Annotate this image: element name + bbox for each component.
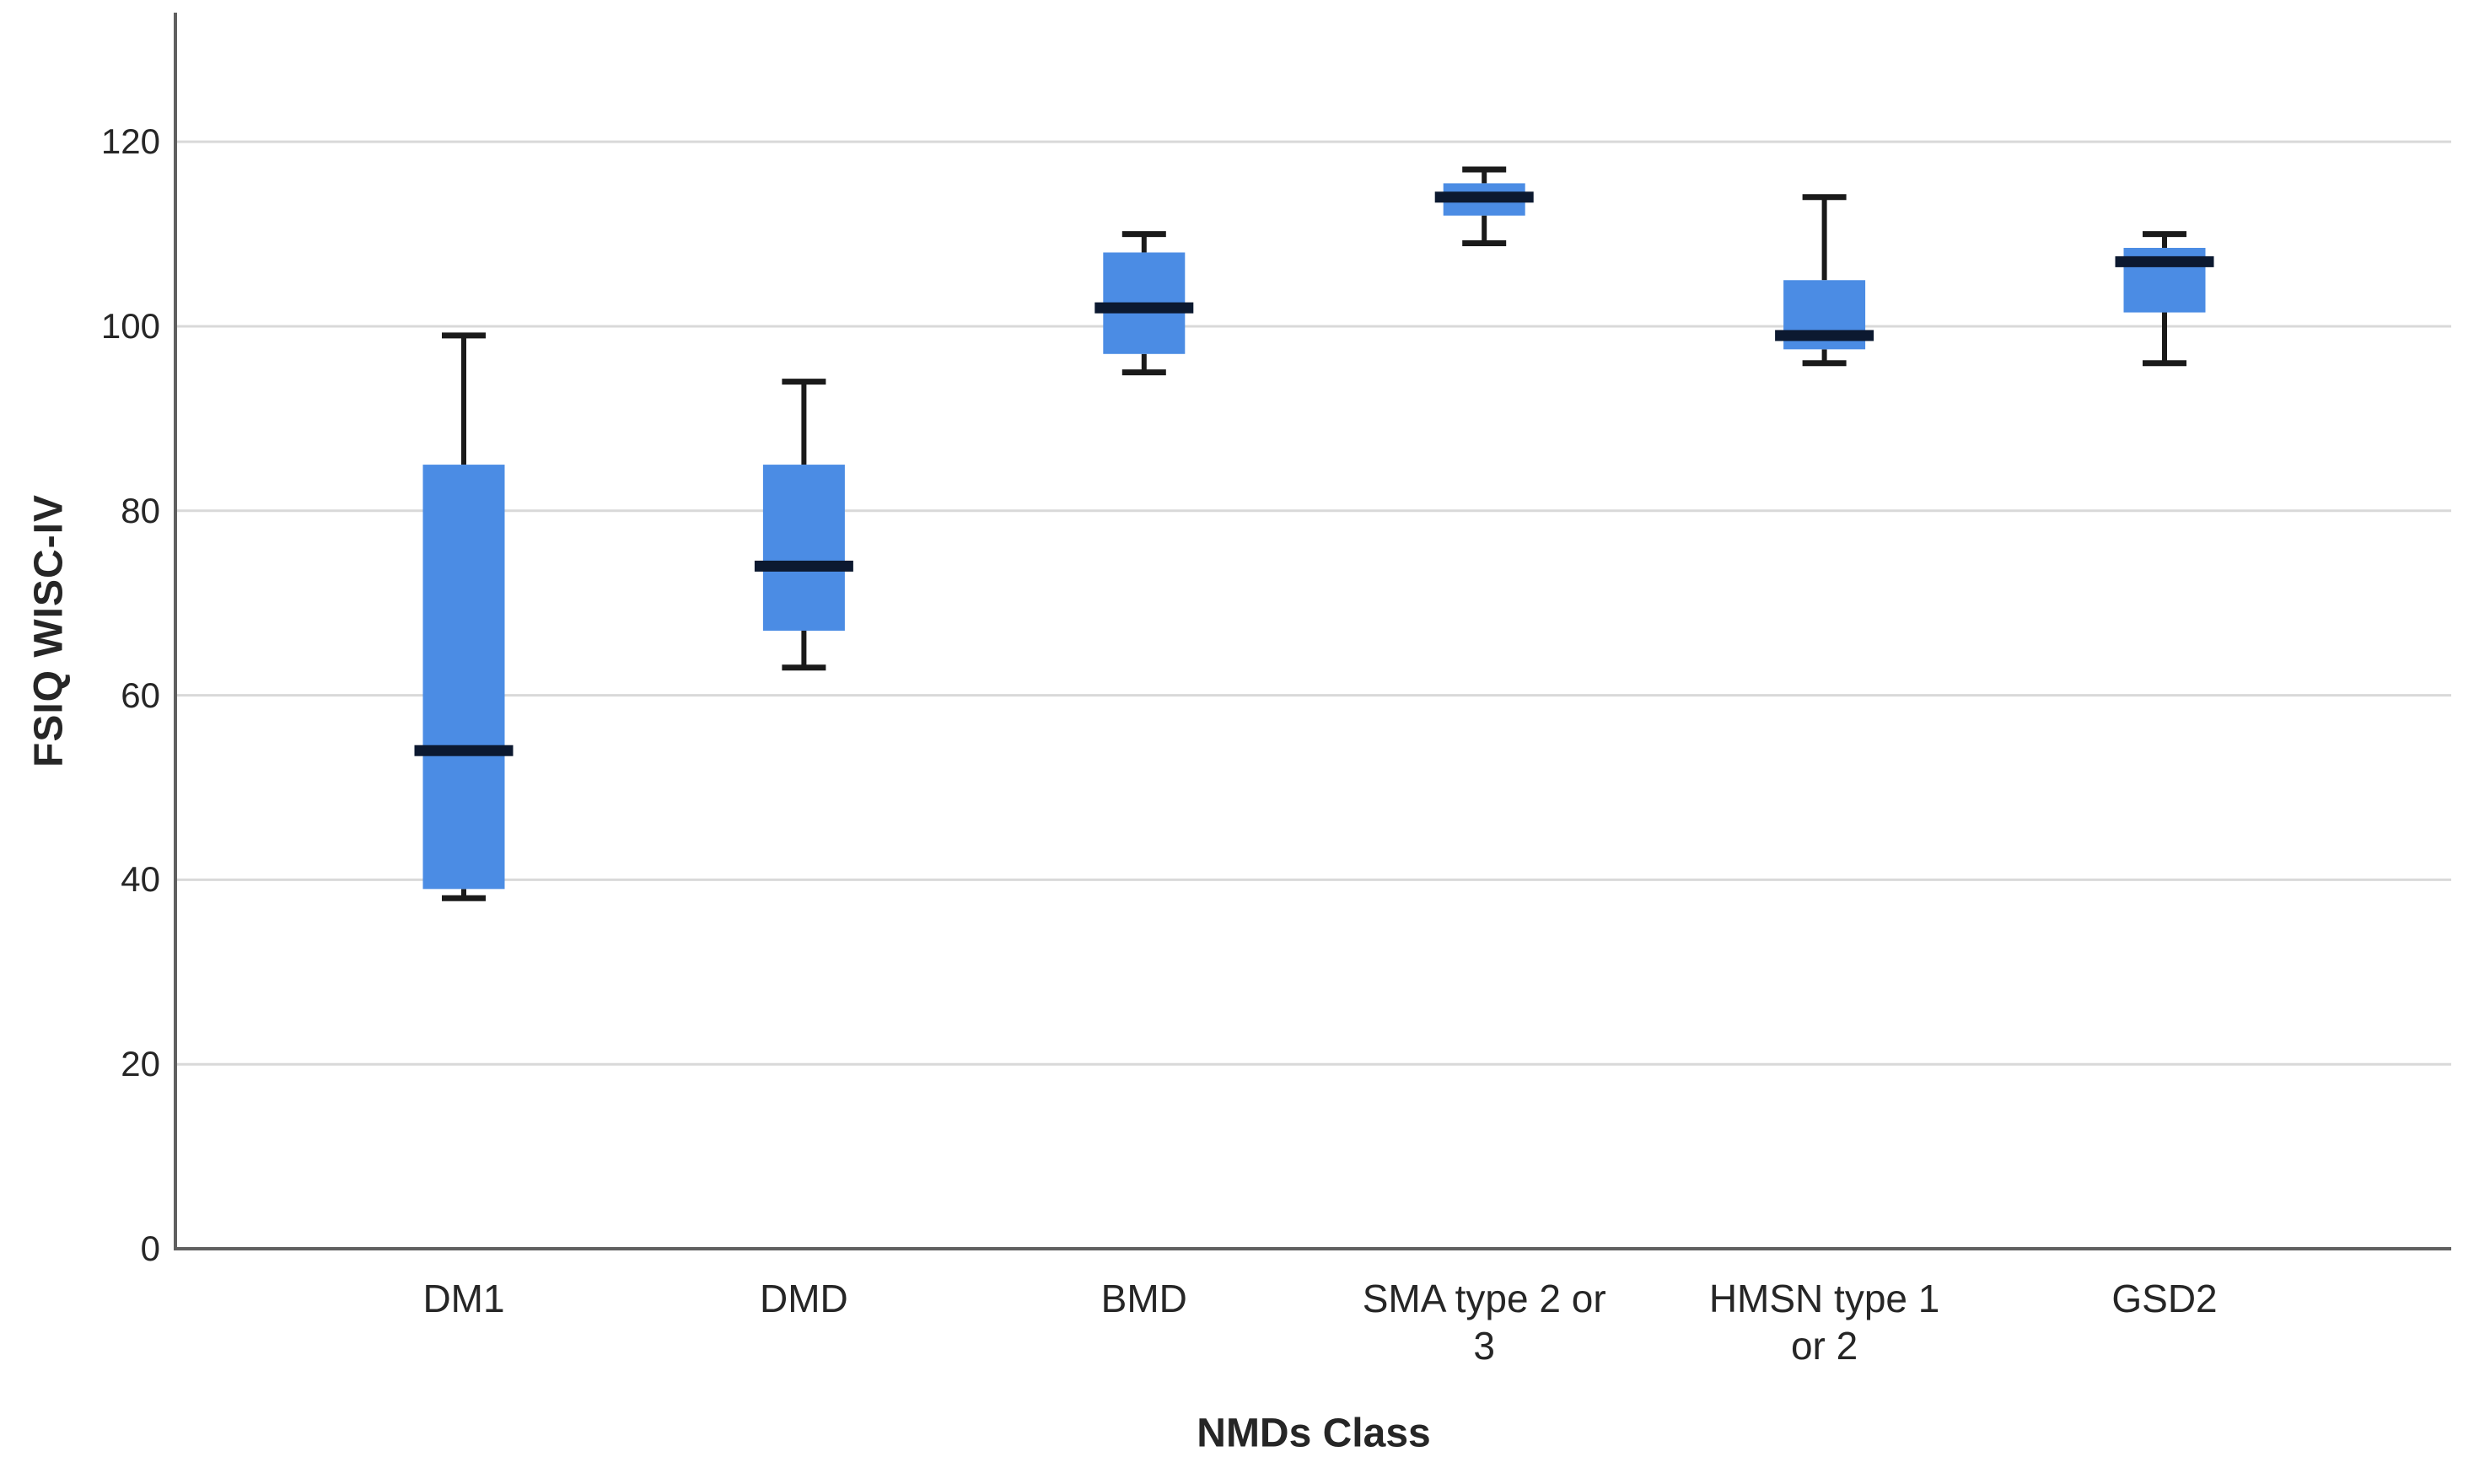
y-tick-label-20: 20 [121,1044,160,1084]
median-line-hmsn-type-1-or-2 [1775,330,1874,341]
category-label-sma-type-2-or-3: SMA type 2 or 3 [1362,1277,1606,1368]
median-line-dmd [754,560,853,572]
iqr-box-dm1 [422,465,505,890]
y-tick-label-40: 40 [121,859,160,900]
y-axis-title: FSIQ WISC-IV [26,494,72,767]
x-axis-title: NMDs Class [1197,1411,1431,1456]
median-line-dm1 [414,745,514,756]
y-tick-label-120: 120 [100,121,160,162]
y-tick-label-0: 0 [140,1229,160,1268]
y-tick-label-60: 60 [121,675,160,715]
category-label-dm1: DM1 [422,1277,505,1320]
category-label-dmd: DMD [760,1277,848,1320]
median-line-bmd [1094,302,1194,314]
median-line-gsd2 [2115,255,2214,267]
y-tick-label-100: 100 [100,305,160,346]
median-line-sma-type-2-or-3 [1434,191,1534,203]
y-tick-label-80: 80 [121,490,160,530]
iqr-box-dmd [762,465,845,631]
category-label-hmsn-type-1-or-2: HMSN type 1 or 2 [1708,1277,1940,1368]
category-label-gsd2: GSD2 [2111,1277,2218,1320]
category-label-bmd: BMD [1100,1277,1187,1320]
